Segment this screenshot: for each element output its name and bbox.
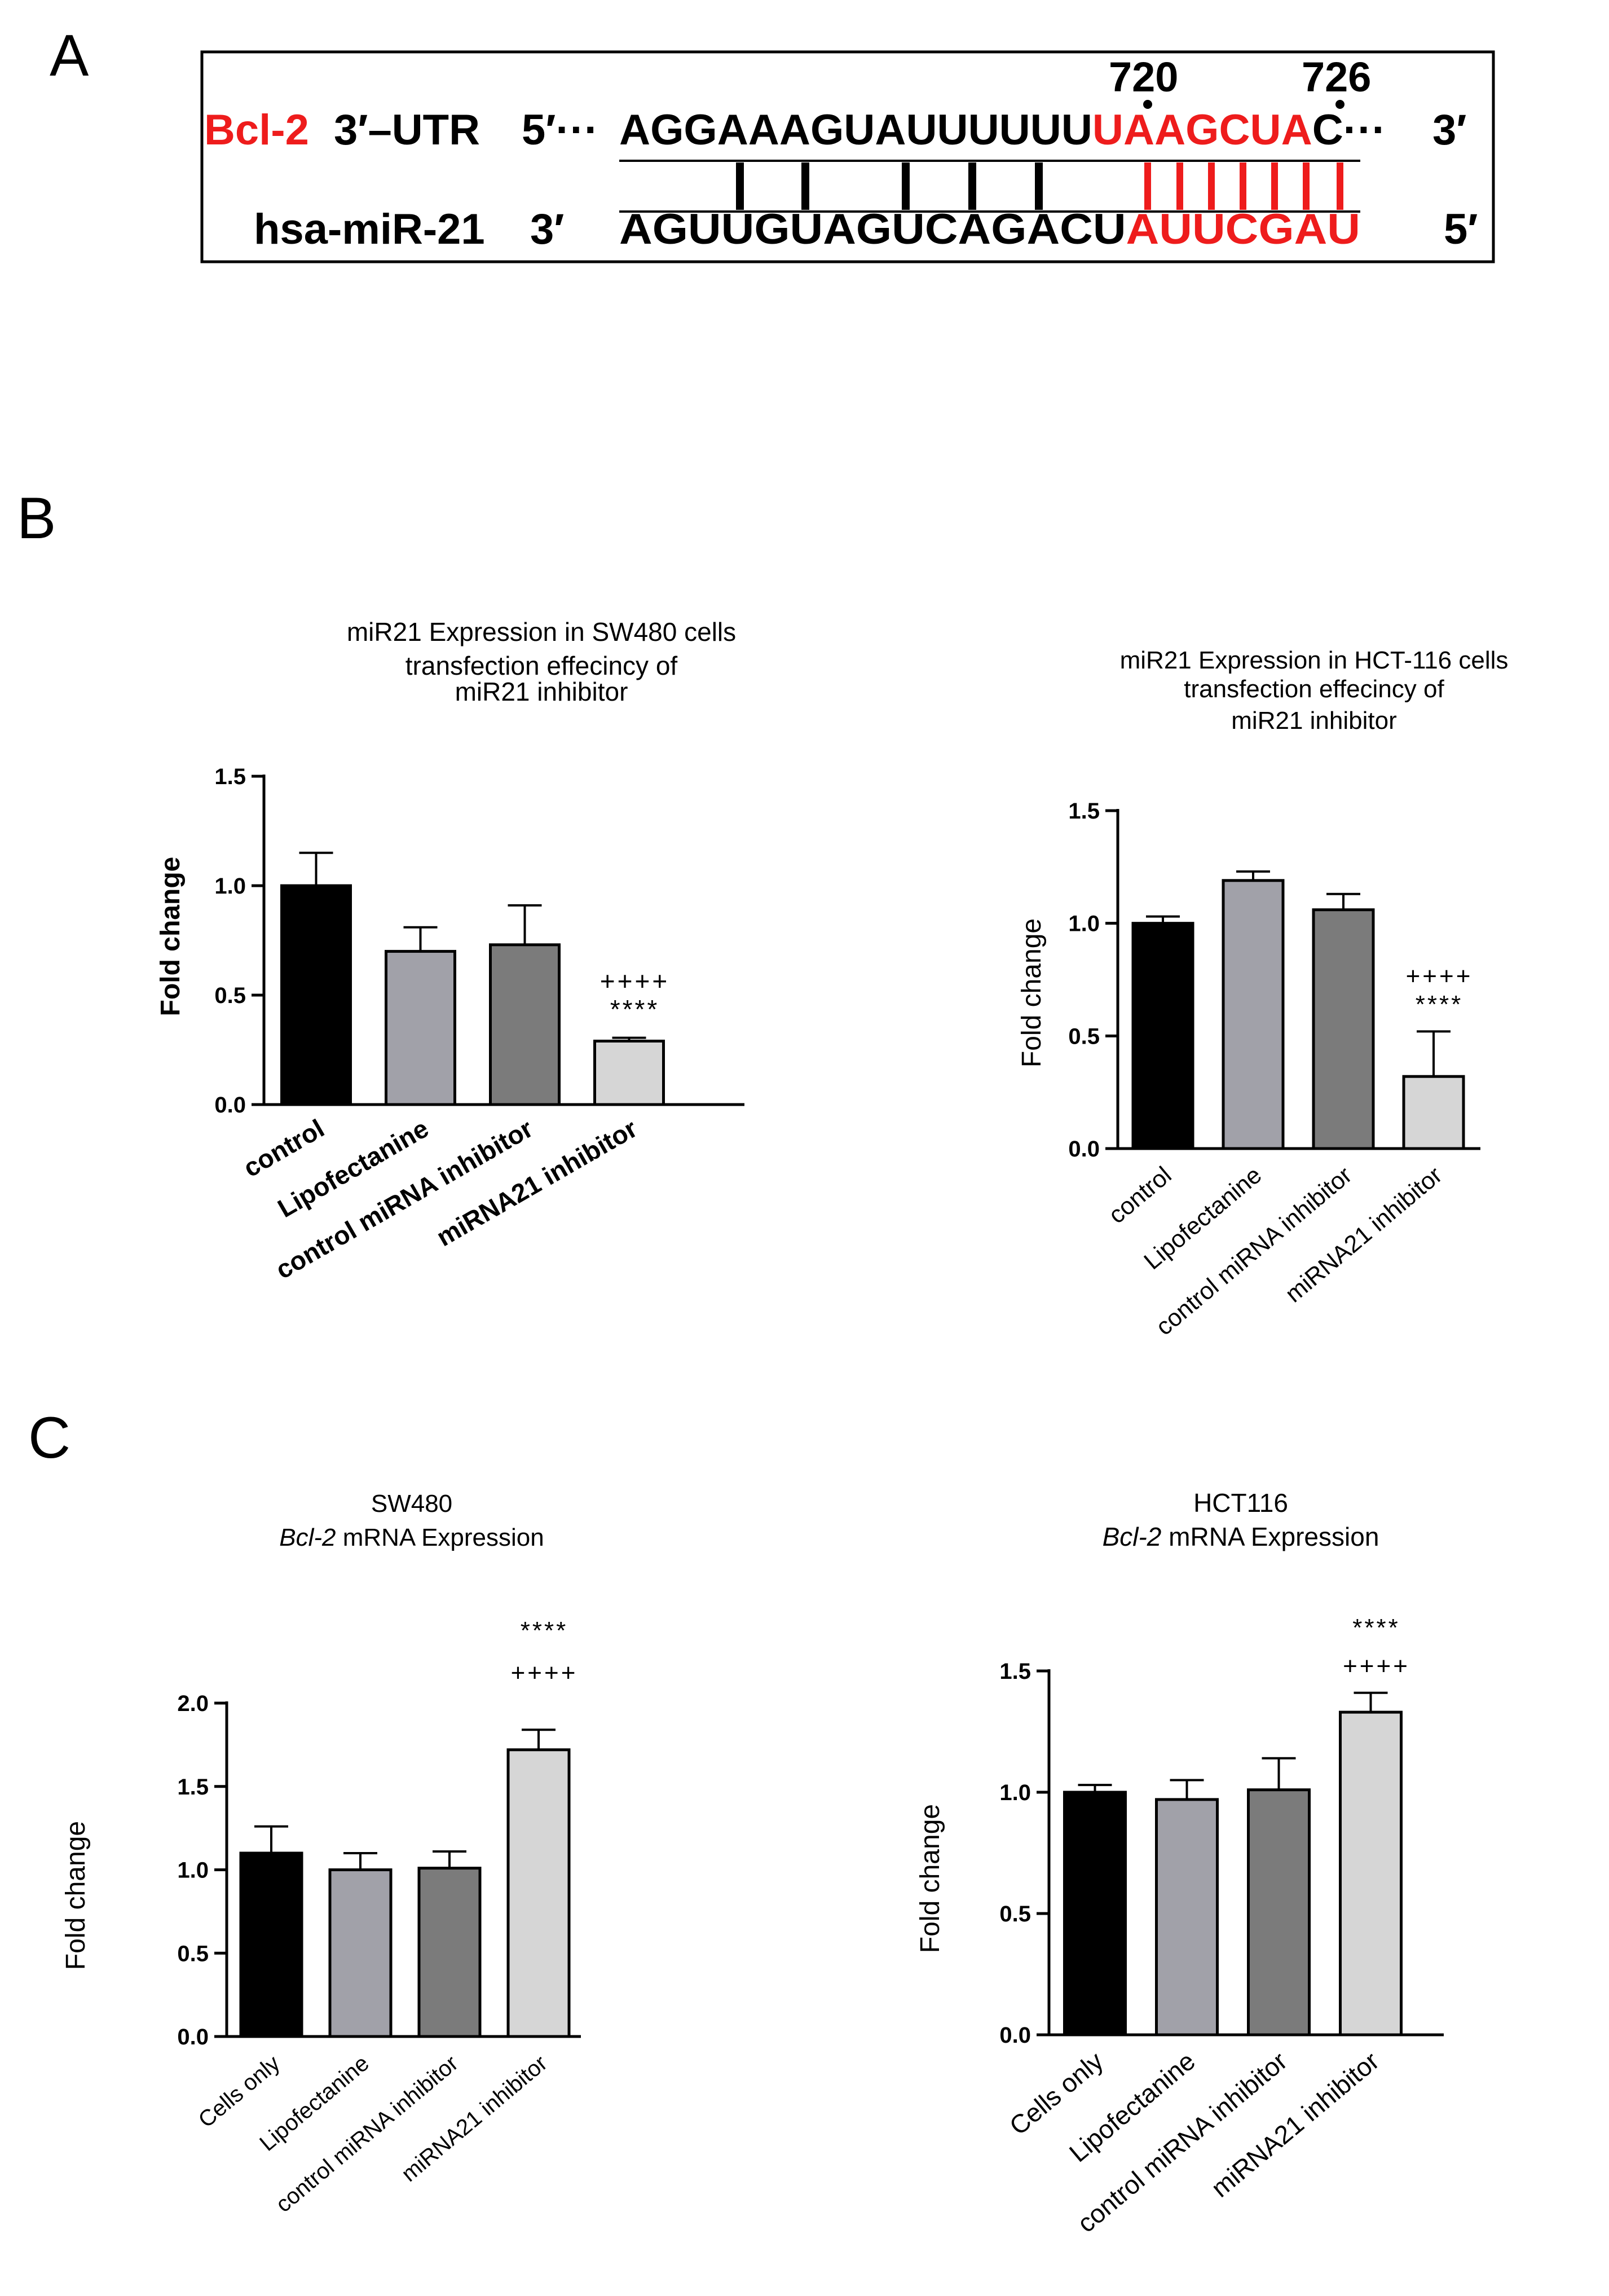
chart-title-line: SW480 <box>371 1490 452 1518</box>
y-tick-label: 0.0 <box>177 2025 209 2049</box>
y-tick-label: 1.5 <box>1068 799 1100 824</box>
alignment-frame <box>200 50 1495 263</box>
bar-1 <box>1222 879 1285 1150</box>
chart-title-line: miR21 inhibitor <box>455 677 628 706</box>
y-tick-label: 1.5 <box>177 1775 209 1800</box>
chart-title-line: miR21 inhibitor <box>1231 707 1396 734</box>
bar-3 <box>593 1039 665 1106</box>
bcl2-label: Bcl-2 <box>204 106 309 154</box>
top-five-prime: 5′··· <box>522 106 598 154</box>
category-label-3: miRNA21 inhibitor <box>1280 1162 1447 1308</box>
category-label-0: control <box>1104 1162 1177 1229</box>
bar-1 <box>1155 1798 1219 2037</box>
category-label-0: control <box>238 1114 329 1183</box>
category-label-0: Cells only <box>194 2051 285 2132</box>
bar-3 <box>1402 1075 1465 1150</box>
chart-b-hct116: miR21 Expression in HCT-116 cellstransfe… <box>1017 646 1508 1341</box>
y-tick-label: 0.5 <box>999 1902 1031 1926</box>
category-label-2: control miRNA inhibitor <box>271 2051 463 2217</box>
bar-0 <box>1063 1791 1127 2037</box>
position-720: 720 <box>1109 54 1178 100</box>
chart-title-line: transfection effecincy of <box>405 651 678 680</box>
panel-label-a: A <box>50 23 89 89</box>
panel-label-c: C <box>28 1405 71 1471</box>
chart-title-gene: Bcl-2 <box>279 1524 336 1551</box>
y-tick-label: 0.5 <box>1068 1024 1100 1049</box>
y-tick-label: 0.0 <box>214 1093 246 1118</box>
bar-3 <box>506 1748 571 2038</box>
chart-c-sw480: SW480 Bcl-2 mRNA Expression 0.0 0.5 1.0 1.5 2.… <box>61 1490 581 2217</box>
top-three-prime: 3′ <box>1432 106 1467 154</box>
y-tick-label: 0.0 <box>1068 1137 1100 1162</box>
chart-title-line: Bcl-2 mRNA Expression <box>1103 1522 1379 1551</box>
significance-mark: ++++ <box>1406 962 1473 990</box>
bar-0 <box>1131 922 1194 1150</box>
significance-mark: ++++ <box>511 1659 578 1687</box>
utr-label: 3′–UTR <box>334 106 480 154</box>
bar-1 <box>385 949 456 1106</box>
chart-c-hct116: HCT116 Bcl-2 mRNA Expression 0.0 0.5 1.0 1.5 F… <box>915 1488 1444 2238</box>
y-axis-label: Fold change <box>915 1804 945 1953</box>
bottom-three-prime: 3′ <box>530 205 565 253</box>
y-axis-label: Fold change <box>1017 918 1047 1067</box>
y-tick-label: 1.0 <box>999 1780 1031 1805</box>
significance-mark: ++++ <box>1343 1652 1410 1680</box>
chart-title-line: miR21 Expression in SW480 cells <box>347 617 736 646</box>
significance-mark: ++++ <box>600 966 669 996</box>
chart-title-gene: Bcl-2 <box>1103 1522 1162 1551</box>
category-label-3: miRNA21 inhibitor <box>1206 2046 1385 2203</box>
bar-2 <box>489 943 561 1106</box>
y-tick-label: 1.0 <box>1068 912 1100 936</box>
top-seq-tail: C··· <box>1312 106 1386 154</box>
bar-3 <box>1339 1710 1403 2037</box>
y-tick-label: 0.5 <box>214 983 246 1008</box>
bar-0 <box>239 1851 303 2038</box>
y-tick-label: 2.0 <box>177 1691 209 1716</box>
category-label-3: miRNA21 inhibitor <box>431 1114 642 1252</box>
position-726: 726 <box>1302 54 1371 100</box>
significance-mark: **** <box>610 995 660 1024</box>
bottom-seq-red: AUUCGAU <box>1126 205 1360 253</box>
top-seq-black: AGGAAAGUAUUUUUU <box>619 106 1092 154</box>
top-sequence: AGGAAAGUAUUUUUUUAAGCUAC··· <box>619 106 1386 154</box>
category-label-3: miRNA21 inhibitor <box>397 2051 552 2187</box>
position-dot-726 <box>1335 100 1344 109</box>
bottom-seq-black: AGUUGUAGUCAGACU <box>619 205 1126 253</box>
y-axis-label: Fold change <box>61 1821 91 1970</box>
position-dot-720 <box>1143 100 1152 109</box>
y-tick-label: 1.0 <box>214 874 246 899</box>
bar-1 <box>328 1868 393 2038</box>
bar-2 <box>417 1867 482 2038</box>
panel-a-alignment: 720 726 Bcl-2 3′–UTR 5′··· AGGAAAGUAUUUU… <box>200 50 1495 263</box>
chart-title-rest: mRNA Expression <box>1161 1522 1379 1551</box>
bottom-sequence: AGUUGUAGUCAGACU AUUCGAU <box>619 205 1360 253</box>
y-tick-label: 1.0 <box>177 1858 209 1883</box>
mir-label: hsa-miR-21 <box>254 205 485 253</box>
chart-title-rest: mRNA Expression <box>336 1524 544 1551</box>
panel-label-b: B <box>17 486 56 551</box>
top-seq-red: UAAGCUA <box>1092 106 1312 154</box>
chart-title-line: Bcl-2 mRNA Expression <box>279 1524 544 1551</box>
significance-mark: **** <box>1352 1614 1400 1642</box>
bar-0 <box>280 884 352 1106</box>
y-axis-label: Fold change <box>156 857 186 1017</box>
y-tick-label: 0.5 <box>177 1941 209 1966</box>
bar-2 <box>1247 1788 1311 2037</box>
chart-title-line: transfection effecincy of <box>1184 675 1444 703</box>
y-tick-label: 1.5 <box>214 764 246 789</box>
significance-mark: **** <box>1416 991 1463 1018</box>
significance-mark: **** <box>521 1617 568 1644</box>
bottom-five-prime: 5′ <box>1444 205 1478 253</box>
base-pair-ticks <box>736 162 1343 210</box>
chart-title-line: HCT116 <box>1193 1488 1288 1518</box>
bar-2 <box>1312 908 1375 1150</box>
y-tick-label: 0.0 <box>999 2023 1031 2048</box>
chart-title-line: miR21 Expression in HCT-116 cells <box>1120 646 1509 674</box>
y-tick-label: 1.5 <box>999 1659 1031 1684</box>
chart-b-sw480: miR21 Expression in SW480 cells transfect… <box>156 617 744 1285</box>
